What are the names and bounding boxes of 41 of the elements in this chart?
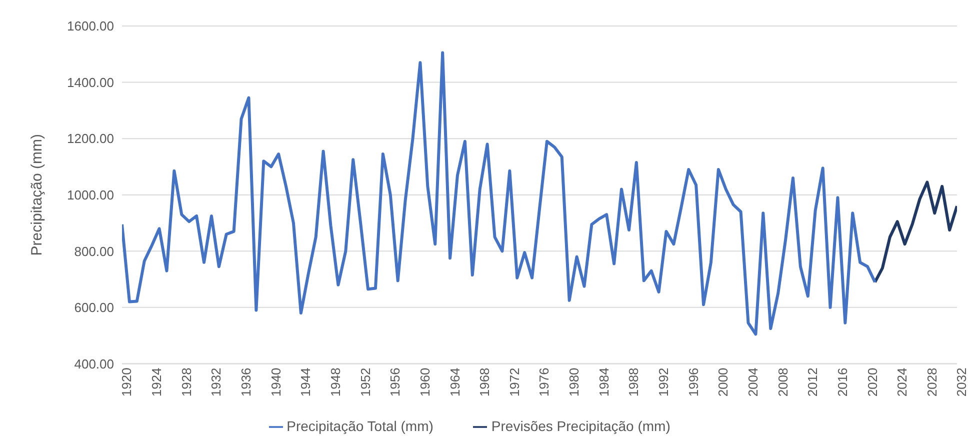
x-tick-label: 1980 bbox=[566, 368, 582, 397]
y-tick-label: 1000.00 bbox=[67, 187, 114, 202]
x-tick-label: 1924 bbox=[149, 368, 164, 397]
x-tick-label: 1972 bbox=[506, 368, 522, 397]
x-tick-label: 1956 bbox=[388, 368, 403, 397]
x-tick-label: 1988 bbox=[626, 368, 642, 397]
y-tick-label: 800.00 bbox=[74, 244, 114, 259]
x-tick-label: 2020 bbox=[864, 368, 880, 397]
y-tick-label: 1600.00 bbox=[67, 18, 114, 34]
x-tick-label: 1992 bbox=[656, 368, 672, 397]
x-tick-label: 1944 bbox=[298, 368, 314, 397]
x-tick-label: 2016 bbox=[834, 368, 850, 397]
y-tick-label: 1400.00 bbox=[67, 74, 114, 90]
y-tick-label: 400.00 bbox=[74, 356, 114, 372]
x-tick-label: 2028 bbox=[924, 368, 940, 397]
x-tick-label: 2024 bbox=[894, 368, 910, 397]
x-tick-label: 1948 bbox=[328, 368, 343, 397]
x-tick-label: 1932 bbox=[208, 368, 224, 397]
y-axis-title: Precipitação (mm) bbox=[28, 134, 46, 256]
x-tick-label: 2000 bbox=[716, 368, 731, 397]
legend-label: Precipitação Total (mm) bbox=[286, 418, 434, 434]
line-series bbox=[873, 180, 957, 284]
x-tick-label: 2032 bbox=[954, 368, 970, 397]
x-tick-label: 1960 bbox=[417, 368, 432, 397]
legend-label: Previsões Precipitação (mm) bbox=[491, 418, 670, 434]
x-tick-label: 1940 bbox=[268, 368, 284, 397]
y-tick-label: 600.00 bbox=[74, 300, 114, 316]
x-tick-label: 1928 bbox=[178, 368, 194, 397]
x-tick-label: 1968 bbox=[477, 368, 492, 397]
x-tick-label: 2004 bbox=[745, 368, 760, 397]
y-tick-label: 1200.00 bbox=[67, 131, 114, 146]
x-tick-label: 1976 bbox=[536, 368, 552, 397]
x-tick-label: 2012 bbox=[805, 368, 820, 397]
x-tick-label: 1952 bbox=[358, 368, 373, 397]
x-tick-label: 1984 bbox=[596, 368, 612, 397]
line-series bbox=[122, 51, 876, 336]
x-tick-label: 1920 bbox=[119, 368, 134, 397]
x-tick-label: 1964 bbox=[447, 368, 462, 397]
x-tick-label: 2008 bbox=[775, 368, 790, 397]
x-tick-label: 1936 bbox=[238, 368, 254, 397]
x-tick-label: 1996 bbox=[686, 368, 701, 397]
